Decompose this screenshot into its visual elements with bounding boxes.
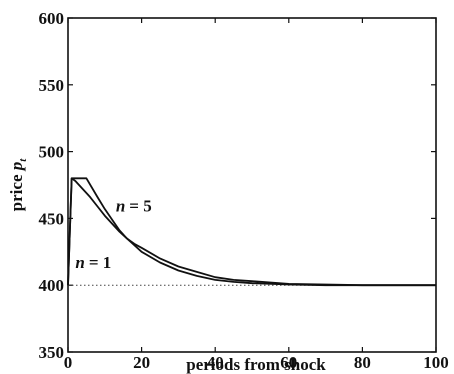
annotation-var: n — [116, 197, 125, 216]
plot-frame — [67, 17, 437, 353]
y-tick-label: 500 — [39, 143, 65, 162]
x-tick-label: 40 — [207, 353, 224, 372]
y-axis-label: price pt — [7, 158, 29, 212]
y-tick-label: 550 — [39, 76, 65, 95]
x-tick-label: 0 — [64, 353, 73, 372]
y-tick-label: 400 — [39, 276, 65, 295]
y-label-main: price — [7, 170, 26, 211]
annotation-var: n — [75, 253, 84, 272]
x-tick-label: 20 — [133, 353, 150, 372]
y-tick-label: 350 — [39, 343, 65, 362]
x-tick-label: 80 — [354, 353, 371, 372]
series-annotation: n = 1 — [75, 253, 111, 272]
x-tick-label: 60 — [280, 353, 297, 372]
series-line — [67, 177, 436, 287]
axes: 0 20 40 60 80 100 350 400 450 500 550 600 — [39, 9, 449, 372]
y-label-sub: t — [17, 158, 29, 162]
plot-area: n = 5n = 1 — [67, 177, 436, 287]
series-annotation: n = 5 — [116, 197, 152, 216]
x-tick-label: 100 — [423, 353, 449, 372]
x-axis-label: periods from shock — [186, 355, 326, 374]
series-line — [67, 177, 436, 287]
y-tick-label: 450 — [39, 209, 65, 228]
y-tick-label: 600 — [39, 9, 65, 28]
y-label-var: p — [7, 162, 26, 173]
annotation-eq: = 5 — [129, 197, 151, 216]
annotation-eq: = 1 — [89, 253, 111, 272]
